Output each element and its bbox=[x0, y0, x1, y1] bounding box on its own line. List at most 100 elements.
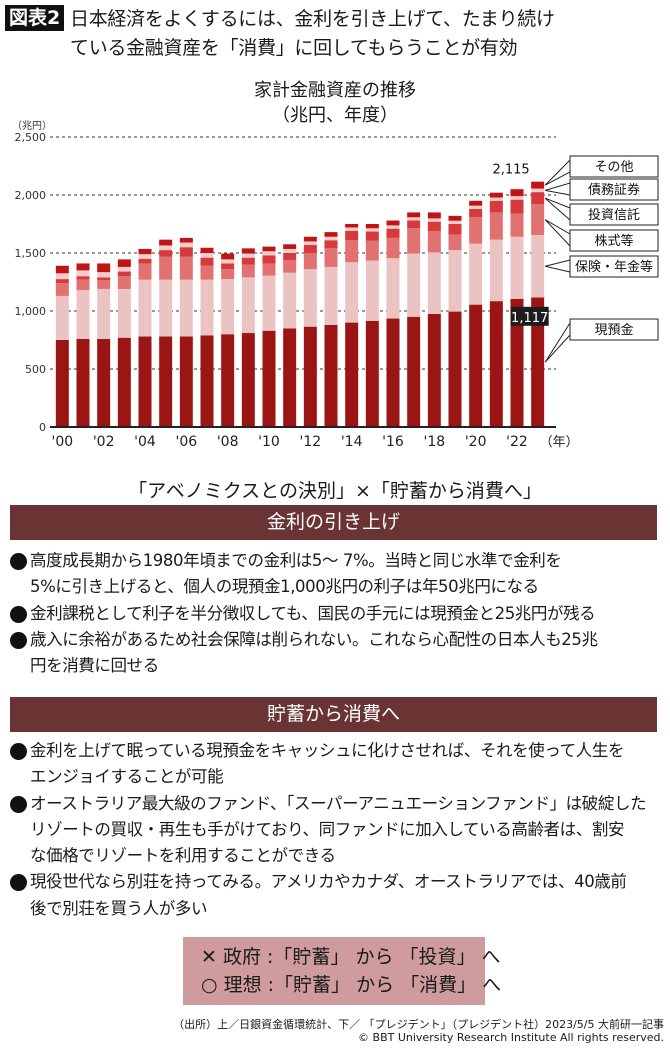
bar-segment-2016-3 bbox=[386, 228, 400, 238]
legend-label: 株式等 bbox=[594, 233, 633, 249]
bar-segment-2012-5 bbox=[303, 236, 317, 242]
source-note: （出所）上／日銀資金循環統計、下／ 「プレジデント」（プレジデント社）2023/… bbox=[173, 1018, 664, 1031]
x-axis-unit: （年） bbox=[540, 435, 579, 450]
legend-pointer bbox=[544, 321, 571, 363]
bar-segment-2006-5 bbox=[179, 237, 193, 243]
y-tick-label: 0 bbox=[39, 421, 46, 434]
x-tick-label: '20 bbox=[465, 434, 487, 450]
bar-segment-2014-0 bbox=[345, 322, 359, 427]
bar-segment-2006-0 bbox=[179, 336, 193, 427]
bar-segment-2004-5 bbox=[138, 248, 152, 255]
x-tick-label: '16 bbox=[382, 434, 404, 450]
bar-segment-2010-2 bbox=[262, 263, 276, 276]
bar-segment-2017-2 bbox=[407, 228, 421, 254]
bar-segment-2001-2 bbox=[76, 279, 90, 291]
bullet-text-line: オーストラリア最大級のファンド、「スーパーアニュエーションファンド」は破綻した bbox=[30, 793, 647, 813]
bullet-item: 高度成長期から1980年頃までの金利は5～ 7%。当時と同じ水準で金利を 5%に引… bbox=[10, 548, 665, 601]
banner-savings-to-consumption: 貯蓄から消費へ bbox=[10, 697, 657, 732]
x-tick-label: '04 bbox=[134, 434, 156, 450]
bar-segment-2000-4 bbox=[55, 273, 69, 280]
bar-segment-2019-5 bbox=[448, 215, 462, 221]
bar-segment-2012-0 bbox=[303, 326, 317, 427]
bullet-item: 現役世代なら別荘を持ってみる。アメリカやカナダ、オーストラリアでは、40歳前 後で… bbox=[10, 869, 665, 922]
x-tick-label: '22 bbox=[506, 434, 528, 450]
bar-segment-2013-4 bbox=[324, 236, 338, 241]
bar-segment-2014-4 bbox=[345, 227, 359, 231]
bar-segment-2008-4 bbox=[221, 259, 235, 264]
bar-segment-2008-3 bbox=[221, 263, 235, 270]
bar-segment-2017-5 bbox=[407, 212, 421, 218]
bar-segment-2018-4 bbox=[427, 218, 441, 222]
bar-segment-2023-3 bbox=[531, 192, 545, 205]
bar-segment-2013-3 bbox=[324, 240, 338, 249]
bullet-text-line: エンジョイすることが可能 bbox=[30, 767, 224, 787]
bar-segment-2009-4 bbox=[241, 253, 255, 258]
bar-segment-2009-1 bbox=[241, 277, 255, 334]
bar-segment-2001-5 bbox=[76, 263, 90, 271]
bar-segment-2008-1 bbox=[221, 279, 235, 335]
bar-segment-2019-4 bbox=[448, 220, 462, 224]
legend-pointer bbox=[545, 259, 571, 273]
bar-segment-2020-5 bbox=[469, 200, 483, 206]
bar-segment-2006-4 bbox=[179, 242, 193, 248]
bar-segment-2010-3 bbox=[262, 255, 276, 264]
legend-label: 債務証券 bbox=[588, 182, 640, 198]
x-tick-label: '18 bbox=[423, 434, 445, 450]
bullet-dot-icon bbox=[10, 605, 27, 623]
bar-segment-2001-1 bbox=[76, 290, 90, 339]
legend-label: 投資信託 bbox=[588, 207, 640, 223]
bar-segment-2022-4 bbox=[510, 196, 524, 200]
bar-segment-2003-4 bbox=[117, 266, 131, 272]
bar-segment-2020-1 bbox=[469, 243, 483, 305]
legend-box bbox=[569, 155, 659, 178]
bullet-text-line: 5%に引き上げると、個人の現預金1,000兆円の利子は年50兆円になる bbox=[30, 577, 539, 597]
bar-segment-2012-1 bbox=[303, 269, 317, 327]
bar-segment-2002-2 bbox=[97, 280, 111, 289]
chart-title: 家計金融資産の推移 bbox=[254, 80, 416, 101]
bar-segment-2015-3 bbox=[365, 231, 379, 241]
bar-segment-2002-5 bbox=[97, 263, 111, 273]
bar-segment-2013-5 bbox=[324, 232, 338, 237]
bullet-item: 歳入に余裕があるため社会保障は削られない。これなら心配性の日本人も25兆 円を消費… bbox=[10, 627, 665, 680]
bar-segment-2006-2 bbox=[179, 256, 193, 280]
bullet-dot-icon bbox=[10, 553, 27, 570]
bar-segment-2014-3 bbox=[345, 230, 359, 241]
bullet-text-line: リゾートの買収・再生も手がけており、同ファンドに加入している高齢者は、割安 bbox=[30, 819, 625, 839]
bullet-item: 金利課税として利子を半分徴収しても、国民の手元には現預金と25兆円が残る bbox=[10, 601, 665, 627]
y-tick-label: 2,000 bbox=[15, 189, 47, 202]
legend-pointer bbox=[544, 219, 571, 248]
x-tick-label: '00 bbox=[51, 434, 73, 450]
verdict-ideal: ○ 理想 :「貯蓄」 から 「消費」 へ bbox=[201, 974, 502, 996]
cash-label: 1,117 bbox=[511, 311, 548, 326]
bar-segment-2018-0 bbox=[427, 313, 441, 427]
bar-segment-2006-3 bbox=[179, 247, 193, 257]
stacked-bar-chart: （兆円） 0 500 1,000 1,500 2,000 2,500 '00 '02 '04 '06… bbox=[12, 120, 659, 450]
bar-segment-2003-5 bbox=[117, 259, 131, 267]
bar-segment-2004-0 bbox=[138, 336, 152, 427]
bar-segment-2001-3 bbox=[76, 276, 90, 280]
bar-segment-2021-5 bbox=[489, 192, 503, 198]
bar-segment-2019-1 bbox=[448, 250, 462, 312]
bar-segment-2005-1 bbox=[159, 279, 173, 337]
bar-segment-2012-4 bbox=[303, 241, 317, 245]
bar-segment-2018-1 bbox=[427, 252, 441, 314]
bar-segment-2022-0 bbox=[510, 298, 524, 427]
bullet-text-line: 現役世代なら別荘を持ってみる。アメリカやカナダ、オーストラリアでは、40歳前 bbox=[30, 872, 627, 892]
bar-segment-2016-1 bbox=[386, 258, 400, 319]
bar-segment-2015-4 bbox=[365, 228, 379, 232]
x-tick-label: '12 bbox=[299, 434, 321, 450]
bar-segment-2000-5 bbox=[55, 265, 69, 274]
copyright: © BBT University Research Institute All … bbox=[358, 1031, 664, 1044]
verdict-box: ✕ 政府 :「貯蓄」 から 「投資」 へ ○ 理想 :「貯蓄」 から 「消費」 … bbox=[183, 937, 502, 1005]
bar-segment-2009-2 bbox=[241, 264, 255, 278]
legend-pointer bbox=[544, 197, 571, 222]
bar-segment-2022-3 bbox=[510, 199, 524, 214]
bullet-text-line: 金利を上げて眠っている現預金をキャッシュに化けさせれば、それを使って人生を bbox=[30, 741, 625, 760]
bar-segment-2011-2 bbox=[283, 259, 297, 273]
bar-segment-2007-3 bbox=[200, 257, 214, 266]
bar-segment-2013-0 bbox=[324, 324, 338, 427]
bar-segment-2012-2 bbox=[303, 253, 317, 270]
bullet-item: オーストラリア最大級のファンド、「スーパーアニュエーションファンド」は破綻したリ… bbox=[10, 791, 665, 870]
y-axis-unit: （兆円） bbox=[12, 120, 52, 132]
legend-label: 現預金 bbox=[594, 322, 633, 338]
